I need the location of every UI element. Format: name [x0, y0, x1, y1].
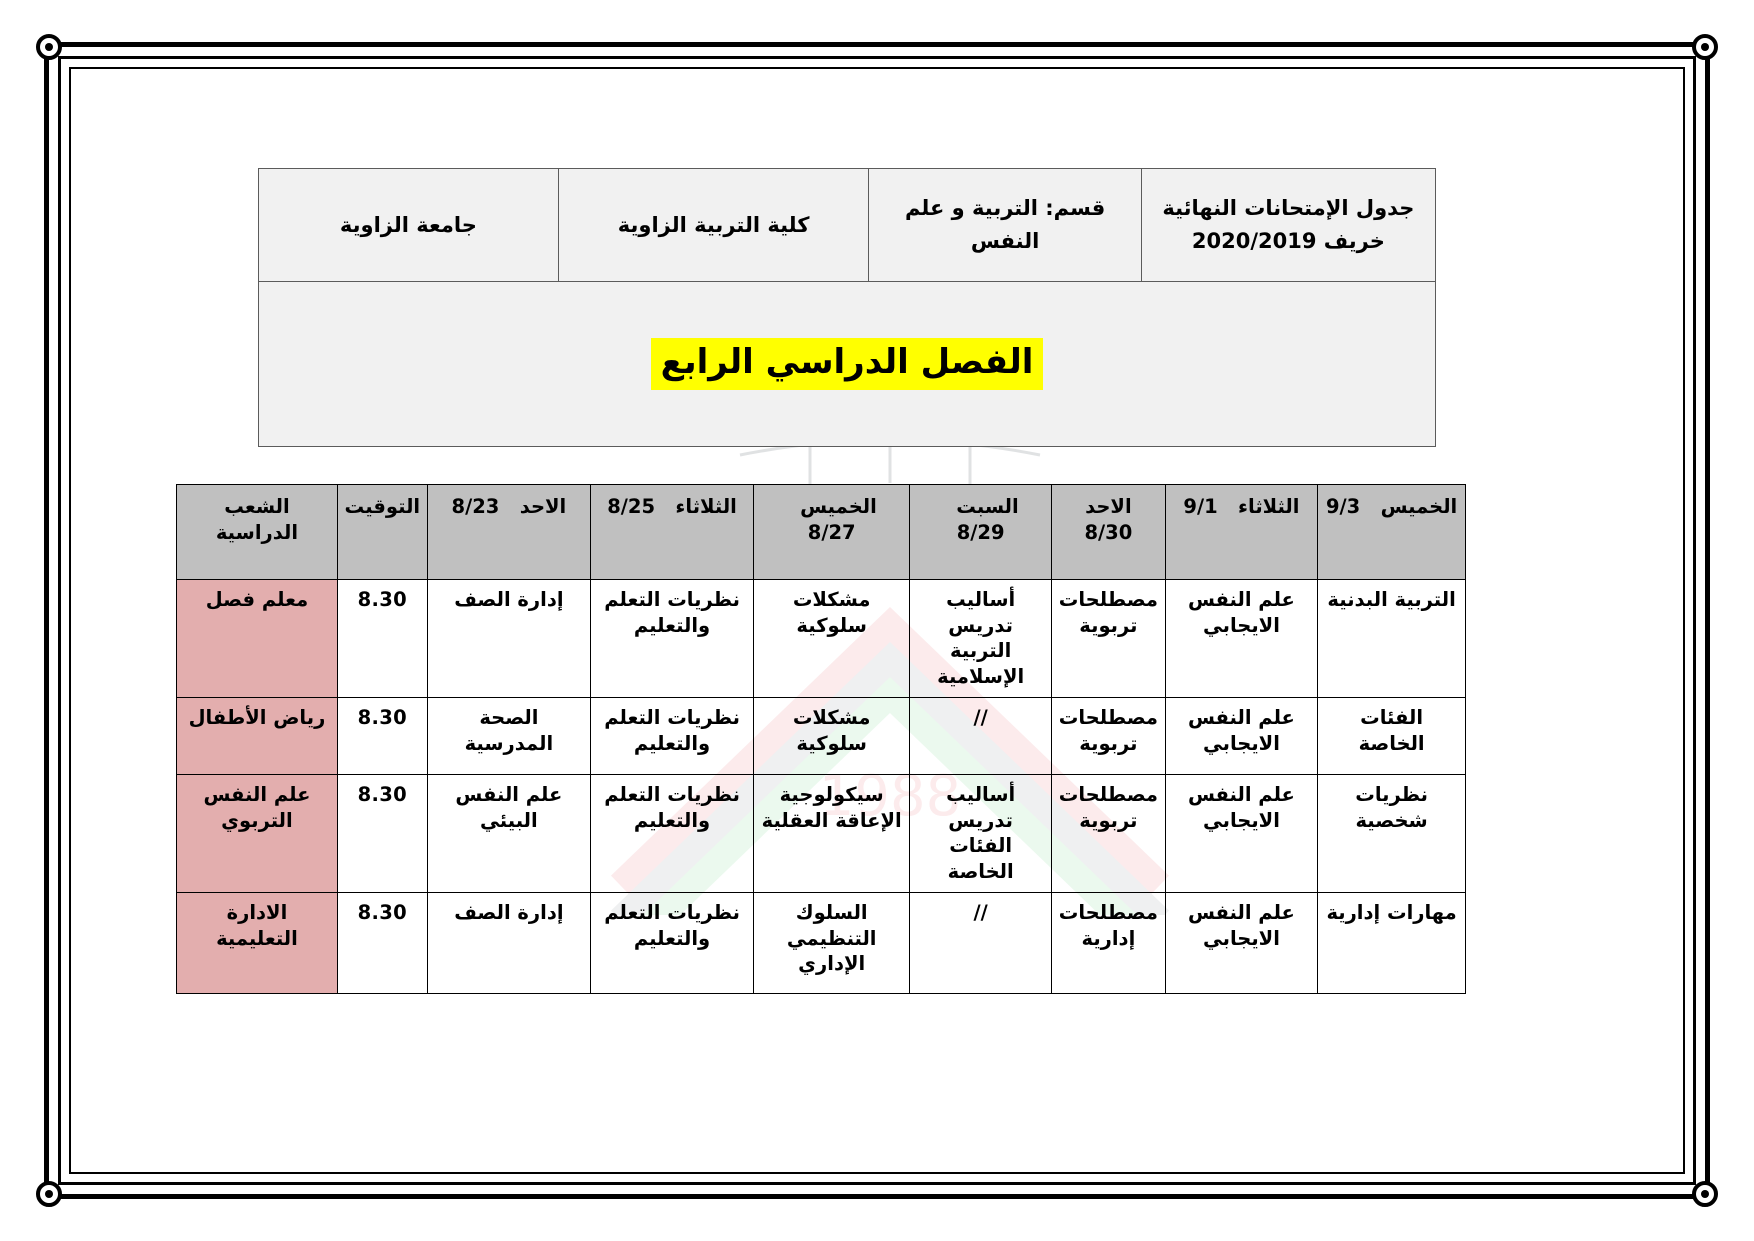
cell-r2-d6: علم النفس الايجابي: [1164, 696, 1319, 775]
cell-r2-time: 8.30: [336, 696, 428, 775]
cell-r4-d4: //: [909, 891, 1053, 994]
college-cell: كلية التربية الزاوية: [557, 168, 870, 282]
table-row: مهارات إدارية علم النفس الايجابي مصطلحات…: [176, 891, 1466, 994]
column-header-time: التوقيت: [336, 484, 428, 580]
cell-r1-d5: مصطلحات تربوية: [1051, 579, 1166, 698]
corner-ornament-bottom-left-icon: [36, 1181, 62, 1207]
page-border-middle: [58, 56, 1696, 1185]
column-header-d2: الثلاثاء 8/25: [589, 484, 755, 580]
cell-r4-d2: نظريات التعلم والتعليم: [589, 891, 755, 994]
page-border-inner: [69, 67, 1685, 1174]
row-header-section-2: رياض الأطفال: [176, 696, 338, 775]
cell-r2-d3: مشكلات سلوكية: [753, 696, 911, 775]
cell-r3-d2: نظريات التعلم والتعليم: [589, 773, 755, 893]
column-header-section: الشعب الدراسية: [176, 484, 338, 580]
cell-r3-d6: علم النفس الايجابي: [1164, 773, 1319, 893]
cell-r2-d1: الصحة المدرسية: [426, 696, 591, 775]
cell-r3-d1: علم النفس البيئي: [426, 773, 591, 893]
corner-ornament-top-left-icon: [36, 34, 62, 60]
cell-r2-d5: مصطلحات تربوية: [1051, 696, 1166, 775]
column-header-d1: الاحد 8/23: [426, 484, 591, 580]
cell-r1-d4: أساليب تدريس التربية الإسلامية: [909, 579, 1053, 698]
row-header-section-4: الادارة التعليمية: [176, 891, 338, 994]
cell-r3-d4: أساليب تدريس الفئات الخاصة: [909, 773, 1053, 893]
cell-r4-d5: مصطلحات إدارية: [1051, 891, 1166, 994]
cell-r4-d6: علم النفس الايجابي: [1164, 891, 1319, 994]
university-cell: جامعة الزاوية: [258, 168, 559, 282]
semester-title-highlight: الفصل الدراسي الرابع: [650, 338, 1044, 390]
cell-r2-d4: //: [909, 696, 1053, 775]
info-row: جدول الإمتحانات النهائية خريف 2020/2019 …: [258, 168, 1437, 282]
cell-r3-d3: سيكولوجية الإعاقة العقلية: [753, 773, 911, 893]
table-row: الفئات الخاصة علم النفس الايجابي مصطلحات…: [176, 696, 1466, 775]
title-row: الفصل الدراسي الرابع: [258, 281, 1436, 447]
corner-ornament-top-right-icon: [1692, 34, 1718, 60]
corner-ornament-bottom-right-icon: [1692, 1181, 1718, 1207]
row-header-section-3: علم النفس التربوي: [176, 773, 338, 893]
column-header-d4: السبت 8/29: [909, 484, 1053, 580]
department-cell: قسم: التربية و علم النفس: [868, 168, 1142, 282]
table-row: التربية البدنية علم النفس الايجابي مصطلح…: [176, 579, 1466, 698]
document-header-table: جدول الإمتحانات النهائية خريف 2020/2019 …: [258, 168, 1437, 447]
column-header-d7: الخميس 9/3: [1317, 484, 1466, 580]
cell-r4-time: 8.30: [336, 891, 428, 994]
column-header-d6: الثلاثاء 9/1: [1164, 484, 1319, 580]
cell-r2-d2: نظريات التعلم والتعليم: [589, 696, 755, 775]
cell-r1-time: 8.30: [336, 579, 428, 698]
cell-r1-d6: علم النفس الايجابي: [1164, 579, 1319, 698]
cell-r4-d7: مهارات إدارية: [1317, 891, 1466, 994]
cell-r4-d1: إدارة الصف: [426, 891, 591, 994]
page-border-frame: [36, 34, 1718, 1207]
cell-r3-d7: نظريات شخصية: [1317, 773, 1466, 893]
column-header-d3: الخميس 8/27: [753, 484, 911, 580]
cell-r4-d3: السلوك التنظيمي الإداري: [753, 891, 911, 994]
column-header-d5: الاحد 8/30: [1051, 484, 1166, 580]
cell-r1-d1: إدارة الصف: [426, 579, 591, 698]
cell-r3-time: 8.30: [336, 773, 428, 893]
cell-r2-d7: الفئات الخاصة: [1317, 696, 1466, 775]
exam-schedule-table: الخميس 9/3 الثلاثاء 9/1 الاحد 8/30 السبت…: [176, 484, 1466, 994]
cell-r3-d5: مصطلحات تربوية: [1051, 773, 1166, 893]
table-row: نظريات شخصية علم النفس الايجابي مصطلحات …: [176, 773, 1466, 893]
schedule-label-cell: جدول الإمتحانات النهائية خريف 2020/2019: [1140, 168, 1437, 282]
cell-r1-d3: مشكلات سلوكية: [753, 579, 911, 698]
table-header-row: الخميس 9/3 الثلاثاء 9/1 الاحد 8/30 السبت…: [176, 484, 1466, 580]
semester-title-cell: الفصل الدراسي الرابع: [258, 281, 1436, 447]
cell-r1-d2: نظريات التعلم والتعليم: [589, 579, 755, 698]
cell-r1-d7: التربية البدنية: [1317, 579, 1466, 698]
row-header-section-1: معلم فصل: [176, 579, 338, 698]
